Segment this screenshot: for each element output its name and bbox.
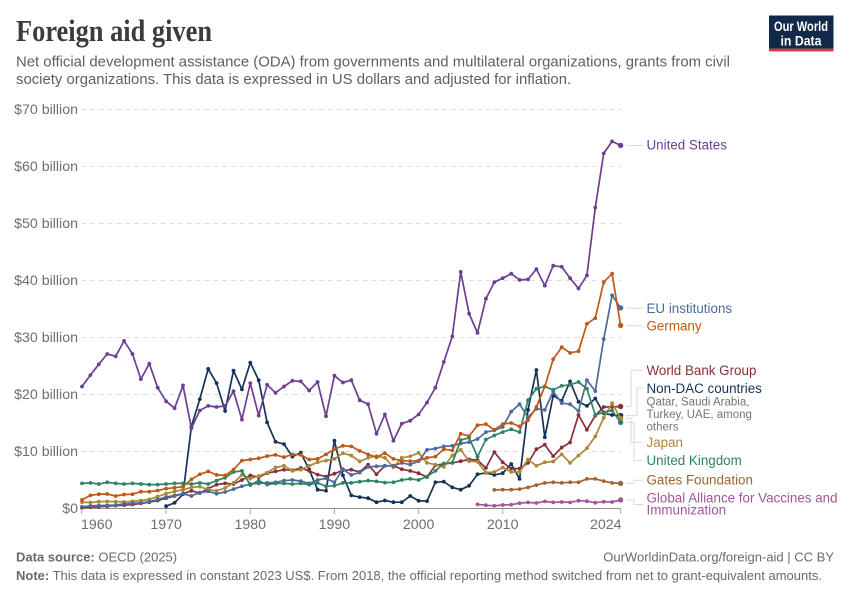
- svg-text:1980: 1980: [235, 517, 267, 533]
- svg-text:Global Alliance for Vaccines a: Global Alliance for Vaccines and: [647, 491, 838, 506]
- svg-text:1970: 1970: [150, 517, 182, 533]
- svg-text:Our World: Our World: [774, 19, 828, 34]
- svg-text:Qatar, Saudi Arabia,: Qatar, Saudi Arabia,: [647, 397, 750, 409]
- svg-text:1960: 1960: [81, 517, 113, 533]
- svg-text:Germany: Germany: [647, 319, 702, 334]
- svg-text:Foreign aid given: Foreign aid given: [16, 13, 212, 48]
- svg-text:$70 billion: $70 billion: [14, 102, 78, 118]
- svg-text:Japan: Japan: [647, 435, 683, 450]
- svg-text:Net official development assis: Net official development assistance (ODA…: [16, 55, 730, 71]
- svg-text:$10 billion: $10 billion: [14, 444, 78, 460]
- svg-text:OurWorldinData.org/foreign-aid: OurWorldinData.org/foreign-aid | CC BY: [603, 550, 834, 565]
- svg-text:$20 billion: $20 billion: [14, 387, 78, 403]
- svg-text:2010: 2010: [487, 517, 519, 533]
- svg-text:2024: 2024: [590, 517, 622, 533]
- svg-text:1990: 1990: [319, 517, 351, 533]
- svg-text:Immunization: Immunization: [647, 503, 727, 518]
- svg-text:others: others: [647, 422, 679, 434]
- svg-text:World Bank Group: World Bank Group: [647, 363, 757, 378]
- svg-text:in Data: in Data: [781, 33, 822, 48]
- svg-text:Turkey, UAE, among: Turkey, UAE, among: [647, 409, 752, 421]
- svg-text:$60 billion: $60 billion: [14, 159, 78, 175]
- svg-text:EU institutions: EU institutions: [647, 301, 733, 316]
- svg-text:Non-DAC countries: Non-DAC countries: [647, 381, 763, 396]
- svg-text:$0: $0: [62, 501, 78, 517]
- svg-text:Data source: OECD (2025): Data source: OECD (2025): [16, 550, 177, 565]
- svg-text:2000: 2000: [403, 517, 435, 533]
- svg-text:Note: This data is expressed i: Note: This data is expressed in constant…: [16, 568, 822, 583]
- svg-text:Gates Foundation: Gates Foundation: [647, 473, 753, 488]
- svg-text:$40 billion: $40 billion: [14, 273, 78, 289]
- svg-text:society organizations. This da: society organizations. This data is expr…: [16, 72, 571, 88]
- svg-text:$30 billion: $30 billion: [14, 330, 78, 346]
- svg-text:United Kingdom: United Kingdom: [647, 453, 742, 468]
- svg-text:$50 billion: $50 billion: [14, 216, 78, 232]
- svg-text:United States: United States: [647, 138, 728, 153]
